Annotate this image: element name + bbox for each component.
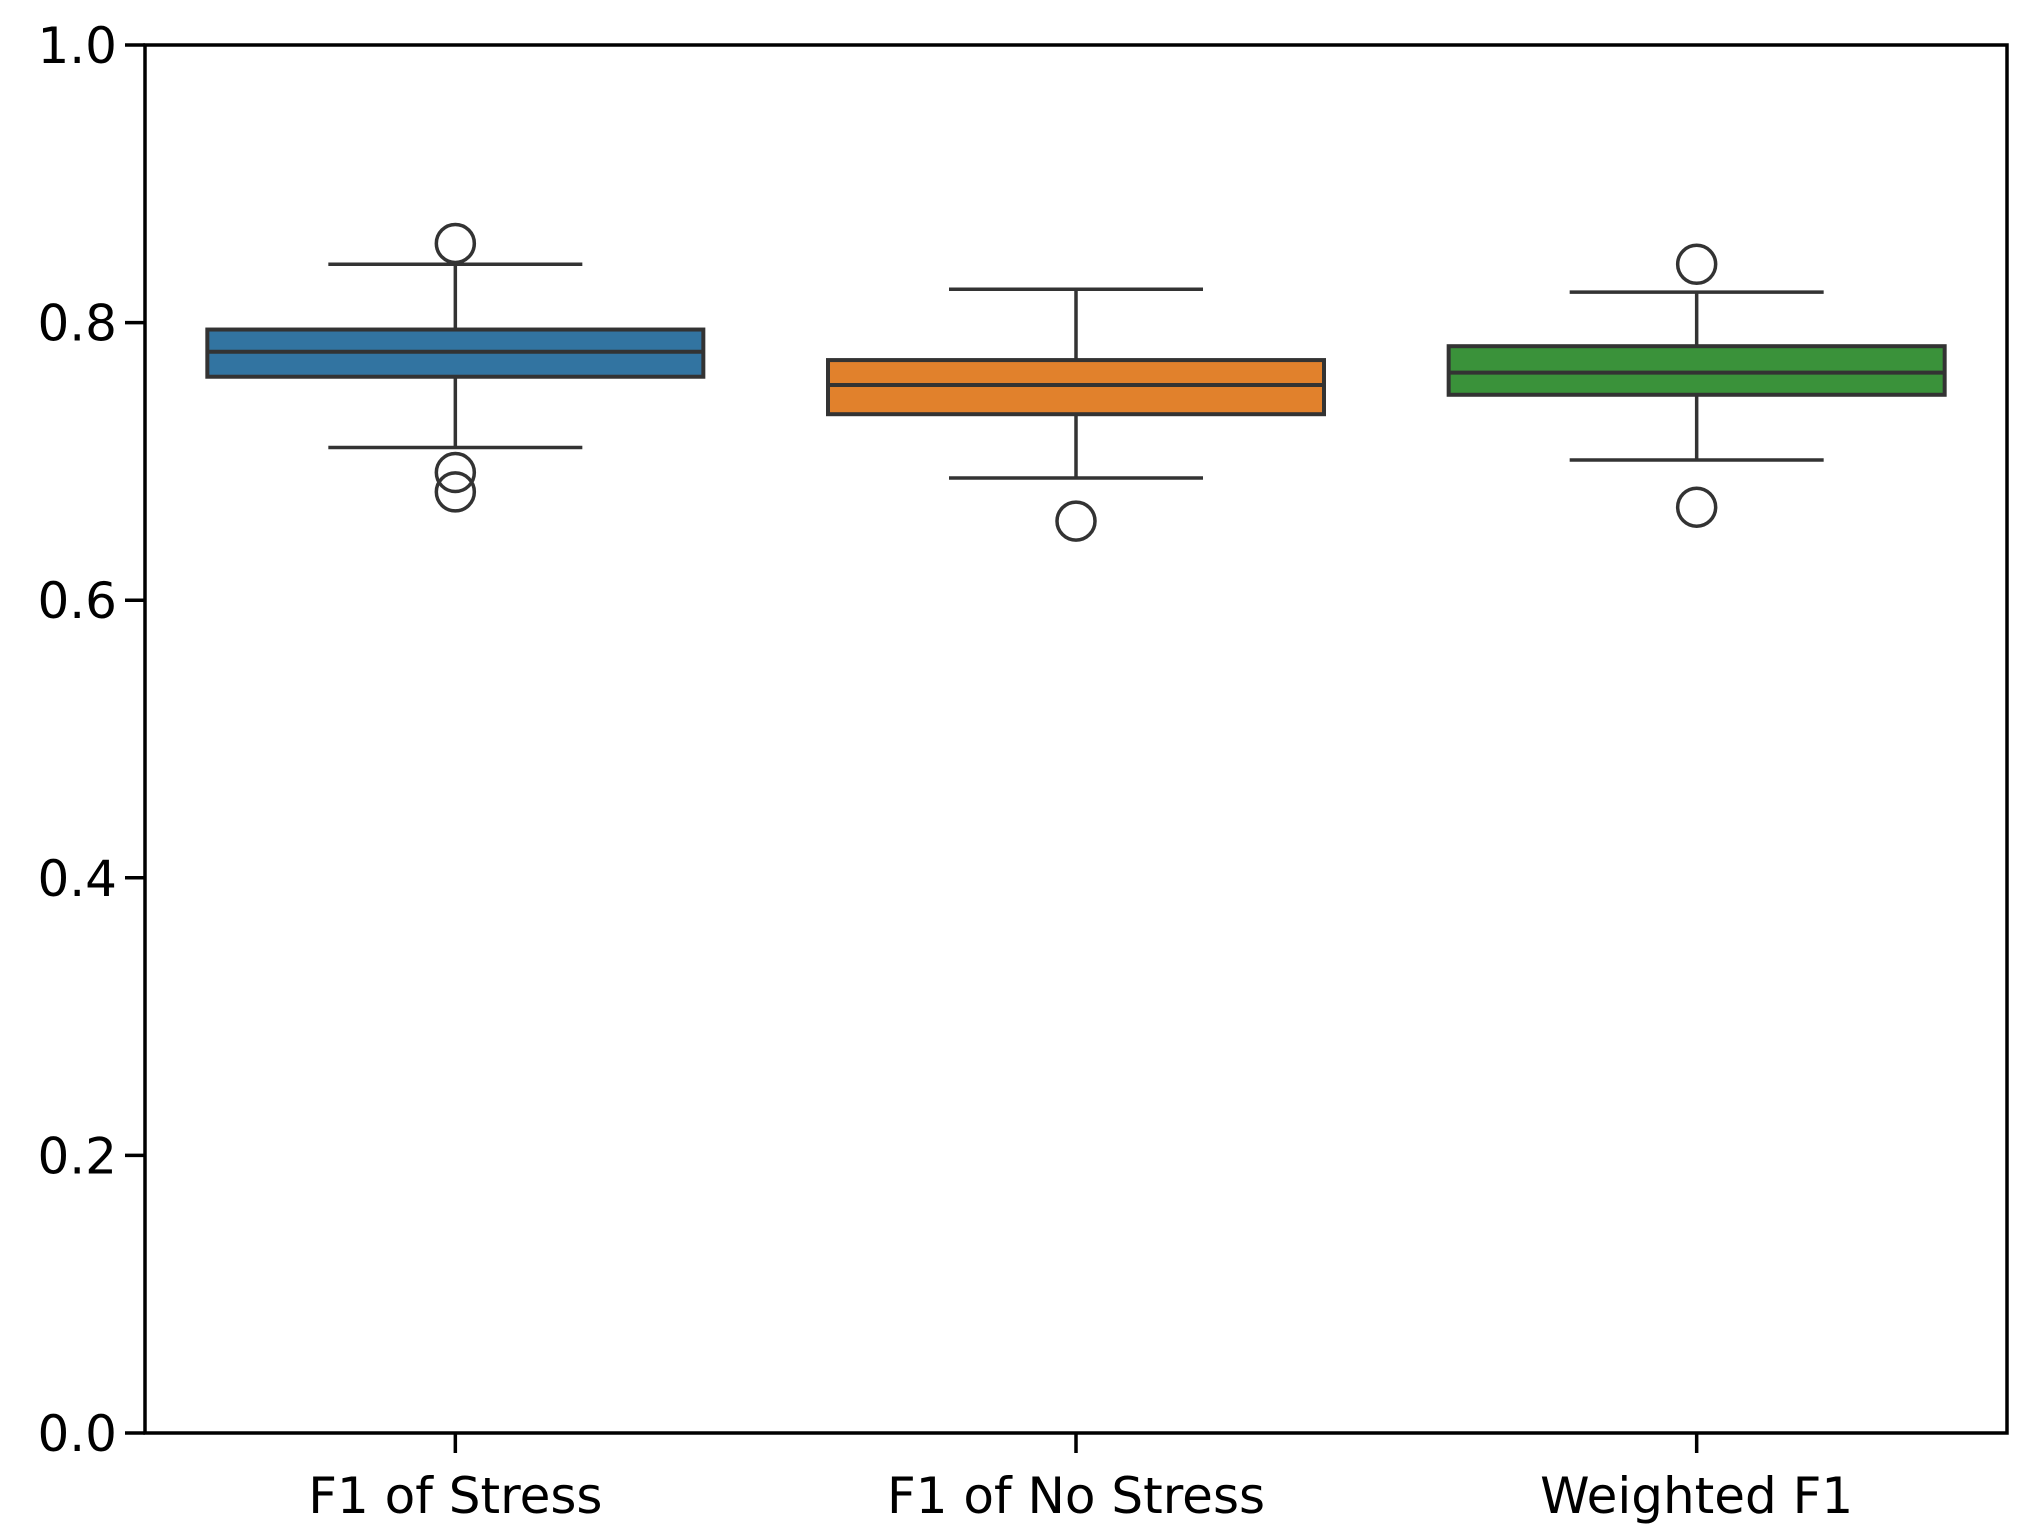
y-tick-label: 0.6 xyxy=(37,572,117,630)
y-tick-label: 1.0 xyxy=(37,17,117,75)
x-tick-label: F1 of No Stress xyxy=(887,1467,1265,1525)
outlier-marker xyxy=(434,471,477,513)
outlier-marker xyxy=(1675,486,1718,528)
box-iqr xyxy=(826,358,1326,417)
x-tick-label: Weighted F1 xyxy=(1540,1467,1853,1525)
outlier-marker xyxy=(1675,243,1718,286)
y-tick-label: 0.8 xyxy=(37,295,117,353)
y-tick-label: 0.0 xyxy=(37,1405,117,1463)
y-tick-label: 0.4 xyxy=(37,850,117,908)
axes-frame xyxy=(143,43,2009,1435)
outlier-marker xyxy=(434,451,477,494)
y-tick-label: 0.2 xyxy=(37,1127,117,1185)
outlier-marker xyxy=(1055,500,1097,542)
outlier-marker xyxy=(434,222,477,265)
box-iqr xyxy=(1446,344,1947,397)
x-tick-label: F1 of Stress xyxy=(308,1467,602,1525)
